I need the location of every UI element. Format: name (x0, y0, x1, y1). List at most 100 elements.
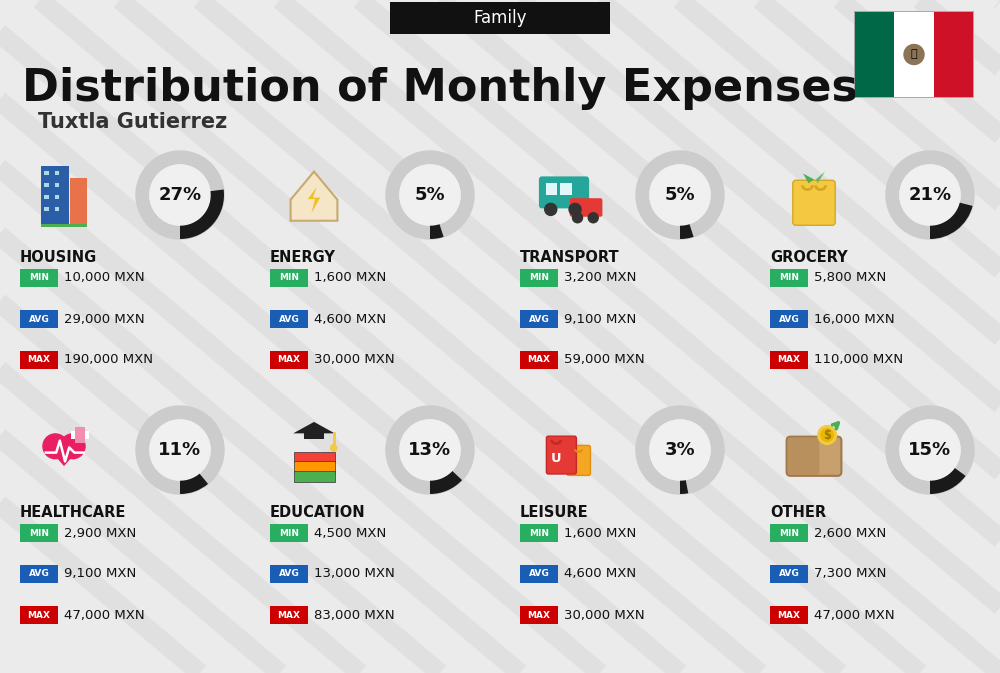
Text: 1,600 MXN: 1,600 MXN (314, 271, 386, 285)
Text: 16,000 MXN: 16,000 MXN (814, 312, 895, 326)
Bar (41, 223, 87, 227)
Bar (20, 524, 58, 542)
Polygon shape (900, 165, 960, 225)
FancyBboxPatch shape (546, 436, 576, 474)
Bar (270, 310, 308, 328)
Text: Tuxtla Gutierrez: Tuxtla Gutierrez (38, 112, 227, 132)
Polygon shape (650, 420, 710, 480)
Bar (75, 427, 85, 444)
Text: U: U (551, 452, 562, 465)
Circle shape (545, 203, 557, 215)
Wedge shape (180, 190, 224, 239)
Text: 3%: 3% (665, 441, 695, 459)
Circle shape (569, 203, 581, 215)
Text: AVG: AVG (529, 569, 549, 579)
Wedge shape (930, 468, 966, 494)
Text: TRANSPORT: TRANSPORT (520, 250, 620, 265)
Bar (71, 431, 89, 439)
Text: 15%: 15% (908, 441, 952, 459)
Text: 4,600 MXN: 4,600 MXN (564, 567, 636, 581)
Bar (20, 351, 58, 369)
Text: MAX: MAX (28, 355, 50, 365)
Text: 30,000 MXN: 30,000 MXN (564, 608, 645, 621)
Text: 3,200 MXN: 3,200 MXN (564, 271, 636, 285)
Polygon shape (386, 151, 474, 239)
Bar (520, 310, 558, 328)
Text: 10,000 MXN: 10,000 MXN (64, 271, 145, 285)
Text: MIN: MIN (529, 528, 549, 538)
Polygon shape (136, 151, 224, 239)
Text: Distribution of Monthly Expenses: Distribution of Monthly Expenses (22, 67, 858, 110)
Text: MIN: MIN (29, 528, 49, 538)
Text: MIN: MIN (29, 273, 49, 283)
Circle shape (331, 445, 337, 451)
Bar (44, 195, 49, 199)
Polygon shape (150, 420, 210, 480)
Bar (894, 12, 934, 97)
Bar (304, 433, 324, 439)
Bar (520, 269, 558, 287)
Circle shape (43, 434, 68, 459)
Text: 83,000 MXN: 83,000 MXN (314, 608, 395, 621)
Polygon shape (803, 174, 814, 183)
Text: HOUSING: HOUSING (20, 250, 97, 265)
Bar (854, 11, 974, 98)
Bar (770, 310, 808, 328)
Text: 5%: 5% (665, 186, 695, 204)
Polygon shape (886, 406, 974, 494)
Text: 5,800 MXN: 5,800 MXN (814, 271, 886, 285)
Bar (520, 524, 558, 542)
Polygon shape (150, 165, 210, 225)
Polygon shape (293, 422, 335, 433)
FancyBboxPatch shape (539, 176, 589, 209)
Polygon shape (400, 165, 460, 225)
Text: MAX: MAX (278, 610, 300, 620)
FancyBboxPatch shape (567, 446, 590, 475)
Polygon shape (900, 420, 960, 480)
Bar (855, 12, 894, 97)
Wedge shape (930, 203, 973, 239)
Text: AVG: AVG (29, 314, 49, 324)
Text: 7,300 MXN: 7,300 MXN (814, 567, 886, 581)
Bar (770, 606, 808, 624)
Text: 30,000 MXN: 30,000 MXN (314, 353, 395, 367)
Bar (55, 195, 59, 199)
Text: 9,100 MXN: 9,100 MXN (64, 567, 136, 581)
Bar (770, 565, 808, 583)
Circle shape (821, 429, 833, 441)
Text: 2,600 MXN: 2,600 MXN (814, 526, 886, 540)
Text: 1,600 MXN: 1,600 MXN (564, 526, 636, 540)
Bar (55, 171, 59, 175)
Bar (270, 351, 308, 369)
Text: LEISURE: LEISURE (520, 505, 589, 520)
Text: 29,000 MXN: 29,000 MXN (64, 312, 145, 326)
Bar (44, 171, 49, 175)
Text: AVG: AVG (529, 314, 549, 324)
Bar (546, 183, 557, 195)
Bar (770, 351, 808, 369)
Text: ENERGY: ENERGY (270, 250, 336, 265)
Text: 13%: 13% (408, 441, 452, 459)
Bar (75, 427, 85, 444)
Bar (44, 207, 49, 211)
Text: AVG: AVG (279, 314, 299, 324)
Bar (70, 178, 87, 223)
FancyBboxPatch shape (788, 437, 819, 475)
Bar (270, 565, 308, 583)
FancyBboxPatch shape (793, 180, 835, 225)
FancyBboxPatch shape (570, 199, 602, 217)
Text: 59,000 MXN: 59,000 MXN (564, 353, 645, 367)
Text: 110,000 MXN: 110,000 MXN (814, 353, 903, 367)
Bar (560, 183, 572, 195)
Wedge shape (430, 470, 462, 494)
Bar (20, 606, 58, 624)
Polygon shape (47, 446, 81, 466)
Polygon shape (650, 420, 710, 480)
Polygon shape (650, 165, 710, 225)
Text: 13,000 MXN: 13,000 MXN (314, 567, 395, 581)
Polygon shape (291, 172, 337, 221)
Circle shape (573, 213, 583, 223)
Text: MIN: MIN (279, 273, 299, 283)
Bar (20, 565, 58, 583)
Polygon shape (900, 420, 960, 480)
